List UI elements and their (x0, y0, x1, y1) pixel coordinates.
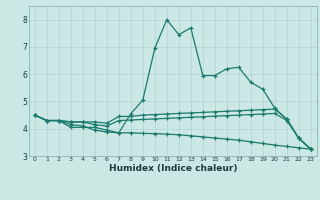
X-axis label: Humidex (Indice chaleur): Humidex (Indice chaleur) (108, 164, 237, 173)
